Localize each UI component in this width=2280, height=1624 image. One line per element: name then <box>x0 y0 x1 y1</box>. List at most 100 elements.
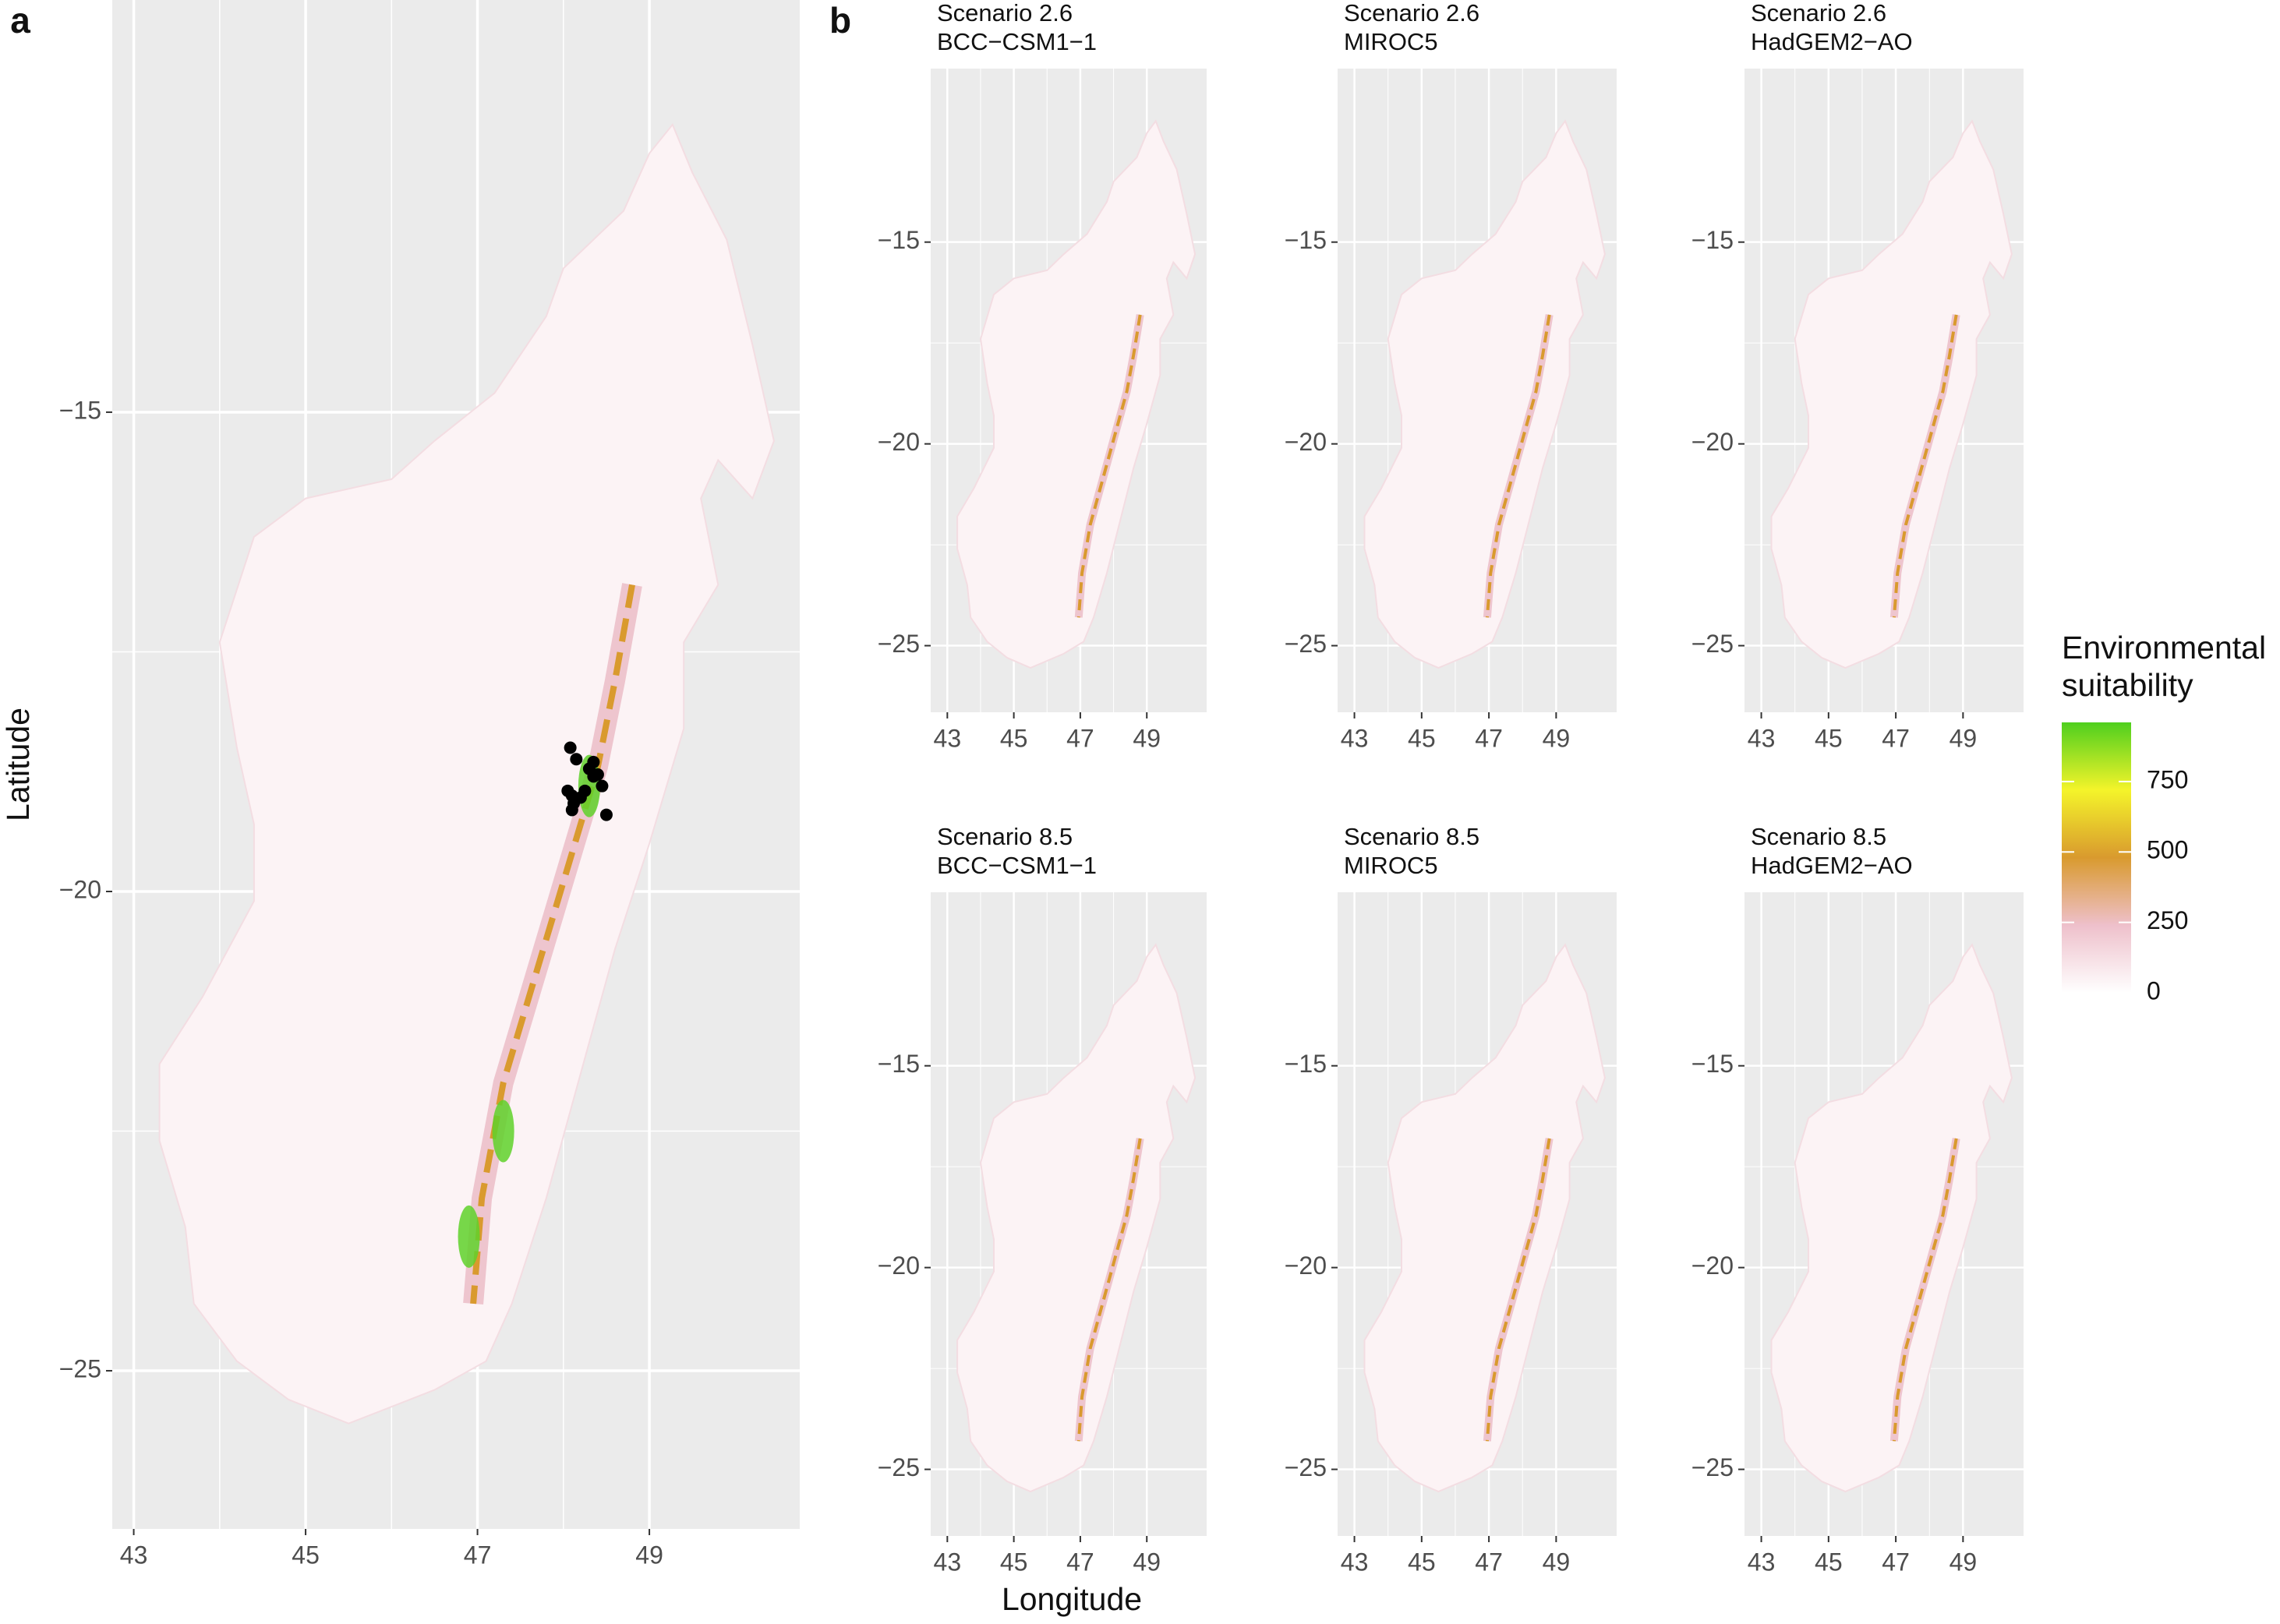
occurrence-point <box>565 803 578 817</box>
occurrence-point <box>564 741 577 754</box>
y-tick-label: −15 <box>1691 226 1734 254</box>
legend-title: suitability <box>2062 667 2193 703</box>
legend-tick-label: 500 <box>2147 836 2188 864</box>
panel-title: MIROC5 <box>1344 852 1438 879</box>
y-tick-label: −15 <box>878 1050 920 1078</box>
suitability-core <box>1485 1138 1551 1442</box>
x-tick-label: 43 <box>934 724 962 752</box>
plot-area <box>1338 892 1617 1536</box>
x-tick-label: 43 <box>120 1541 148 1569</box>
x-tick-label: 49 <box>1543 724 1571 752</box>
x-tick-label: 43 <box>1341 1548 1369 1576</box>
y-axis-label: Latitude <box>0 708 36 821</box>
plot-area <box>1744 892 2024 1536</box>
x-tick-label: 45 <box>1815 1548 1843 1576</box>
y-tick-label: −20 <box>1691 428 1734 456</box>
x-tick-label: 45 <box>1000 724 1028 752</box>
suitability-core <box>1076 1138 1142 1442</box>
panel-title: HadGEM2−AO <box>1751 852 1913 879</box>
land <box>158 122 775 1425</box>
y-tick-label: −25 <box>1285 630 1327 658</box>
y-tick-label: −25 <box>878 1453 920 1481</box>
x-tick-label: 49 <box>1949 1548 1978 1576</box>
y-tick-label: −25 <box>59 1354 101 1382</box>
x-tick-label: 49 <box>1949 724 1978 752</box>
x-tick-label: 49 <box>1133 1548 1161 1576</box>
occurrence-point <box>587 755 600 768</box>
y-tick-label: −20 <box>1285 428 1327 456</box>
land <box>1363 943 1606 1493</box>
y-tick-label: −25 <box>1691 1453 1734 1481</box>
suitability-core <box>1892 314 1958 618</box>
x-tick-label: 45 <box>292 1541 320 1569</box>
occurrence-point <box>596 779 609 793</box>
x-tick-label: 45 <box>1408 724 1436 752</box>
x-tick-label: 49 <box>635 1541 663 1569</box>
y-tick-label: −15 <box>59 396 101 424</box>
y-tick-label: −20 <box>1285 1252 1327 1280</box>
x-tick-label: 49 <box>1133 724 1161 752</box>
y-tick-label: −20 <box>1691 1252 1734 1280</box>
y-tick-label: −20 <box>878 1252 920 1280</box>
x-tick-label: 47 <box>1475 1548 1503 1576</box>
x-tick-label: 47 <box>1475 724 1503 752</box>
land <box>1770 943 2013 1493</box>
legend-tick-label: 0 <box>2147 976 2161 1004</box>
x-tick-label: 43 <box>1748 1548 1776 1576</box>
x-tick-label: 47 <box>1882 724 1910 752</box>
x-tick-label: 45 <box>1408 1548 1436 1576</box>
plot-area <box>112 0 800 1529</box>
panel-title: Scenario 8.5 <box>937 823 1073 850</box>
y-tick-label: −20 <box>59 875 101 903</box>
suitability-core <box>1076 314 1142 618</box>
x-tick-label: 47 <box>1066 724 1094 752</box>
occurrence-point <box>591 768 604 781</box>
panel-label: b <box>829 0 851 41</box>
panel-title: BCC−CSM1−1 <box>937 28 1097 55</box>
panel-title: BCC−CSM1−1 <box>937 852 1097 879</box>
y-tick-label: −15 <box>878 226 920 254</box>
panel-title: Scenario 2.6 <box>1751 0 1886 26</box>
plot-area <box>1744 69 2024 712</box>
y-tick-label: −15 <box>1285 226 1327 254</box>
land <box>956 943 1197 1493</box>
x-tick-label: 45 <box>1000 1548 1028 1576</box>
colorbar <box>2062 722 2131 993</box>
panel-title: Scenario 8.5 <box>1344 823 1479 850</box>
y-tick-label: −15 <box>1691 1050 1734 1078</box>
plot-area <box>931 892 1207 1536</box>
panel-title: Scenario 8.5 <box>1751 823 1886 850</box>
plot-area <box>1338 69 1617 712</box>
occurrence-point <box>570 753 583 766</box>
land <box>1363 119 1606 669</box>
high-suitability <box>458 1205 480 1268</box>
y-tick-label: −25 <box>878 630 920 658</box>
x-tick-label: 45 <box>1815 724 1843 752</box>
x-axis-label: Longitude <box>1002 1581 1142 1617</box>
x-tick-label: 43 <box>1341 724 1369 752</box>
plot-area <box>931 69 1207 712</box>
y-tick-label: −25 <box>1691 630 1734 658</box>
land <box>1770 119 2013 669</box>
x-tick-label: 43 <box>934 1548 962 1576</box>
y-tick-label: −20 <box>878 428 920 456</box>
land <box>956 119 1197 669</box>
occurrence-point <box>578 784 592 797</box>
x-tick-label: 47 <box>464 1541 492 1569</box>
panel-title: HadGEM2−AO <box>1751 28 1913 55</box>
occurrence-point <box>599 808 613 821</box>
panel-title: MIROC5 <box>1344 28 1438 55</box>
high-suitability <box>492 1100 514 1163</box>
panel-title: Scenario 2.6 <box>1344 0 1479 26</box>
suitability-core <box>1485 314 1551 618</box>
legend-tick-label: 750 <box>2147 765 2188 793</box>
x-tick-label: 47 <box>1882 1548 1910 1576</box>
panel-title: Scenario 2.6 <box>937 0 1073 26</box>
suitability-core <box>470 584 635 1304</box>
x-tick-label: 49 <box>1543 1548 1571 1576</box>
x-tick-label: 47 <box>1066 1548 1094 1576</box>
y-tick-label: −25 <box>1285 1453 1327 1481</box>
legend-tick-label: 250 <box>2147 906 2188 934</box>
panel-label: a <box>10 0 30 41</box>
